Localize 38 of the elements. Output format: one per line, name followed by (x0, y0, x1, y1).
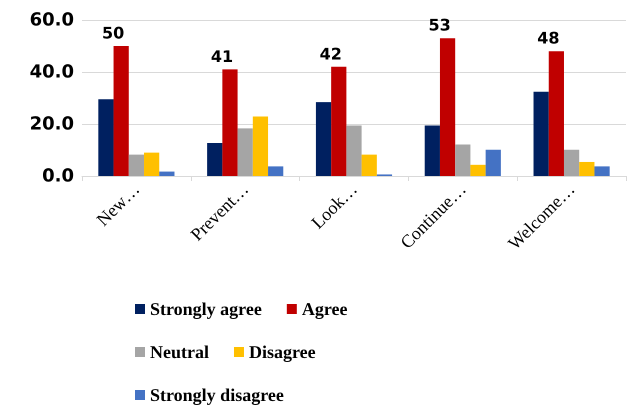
bar (594, 166, 610, 176)
data-label: 48 (537, 28, 560, 48)
y-tick-label: 20.0 (30, 114, 74, 134)
bar (548, 51, 564, 176)
bar (470, 164, 486, 176)
bar (268, 166, 284, 176)
legend-label: Neutral (150, 342, 209, 362)
bar (252, 116, 268, 176)
legend-label: Agree (302, 299, 348, 319)
legend-label: Disagree (248, 342, 316, 362)
bar (98, 99, 114, 176)
data-label: 50 (102, 24, 124, 42)
data-label: 42 (320, 44, 342, 64)
bar (114, 46, 129, 176)
y-tick-label: 0.0 (42, 166, 74, 186)
bar (331, 66, 346, 176)
bar (238, 128, 253, 176)
bar (207, 142, 222, 176)
bar (159, 172, 174, 176)
bar (579, 162, 594, 176)
data-label: 41 (210, 46, 234, 66)
legend-label: Strongly disagree (150, 385, 284, 405)
bar (346, 126, 362, 176)
bar (534, 92, 549, 176)
bar (486, 150, 501, 176)
y-tick-label: 60.0 (30, 10, 74, 30)
y-tick-label: 40.0 (30, 62, 74, 82)
bar (424, 126, 440, 176)
legend-label: Strongly agree (150, 299, 262, 319)
data-label: 53 (428, 16, 451, 35)
bar (222, 69, 238, 176)
bar (128, 154, 144, 176)
bar (362, 154, 377, 176)
bar (564, 150, 580, 176)
bar (316, 102, 332, 176)
bar (455, 144, 470, 176)
bar (440, 38, 456, 176)
bar (144, 152, 160, 176)
